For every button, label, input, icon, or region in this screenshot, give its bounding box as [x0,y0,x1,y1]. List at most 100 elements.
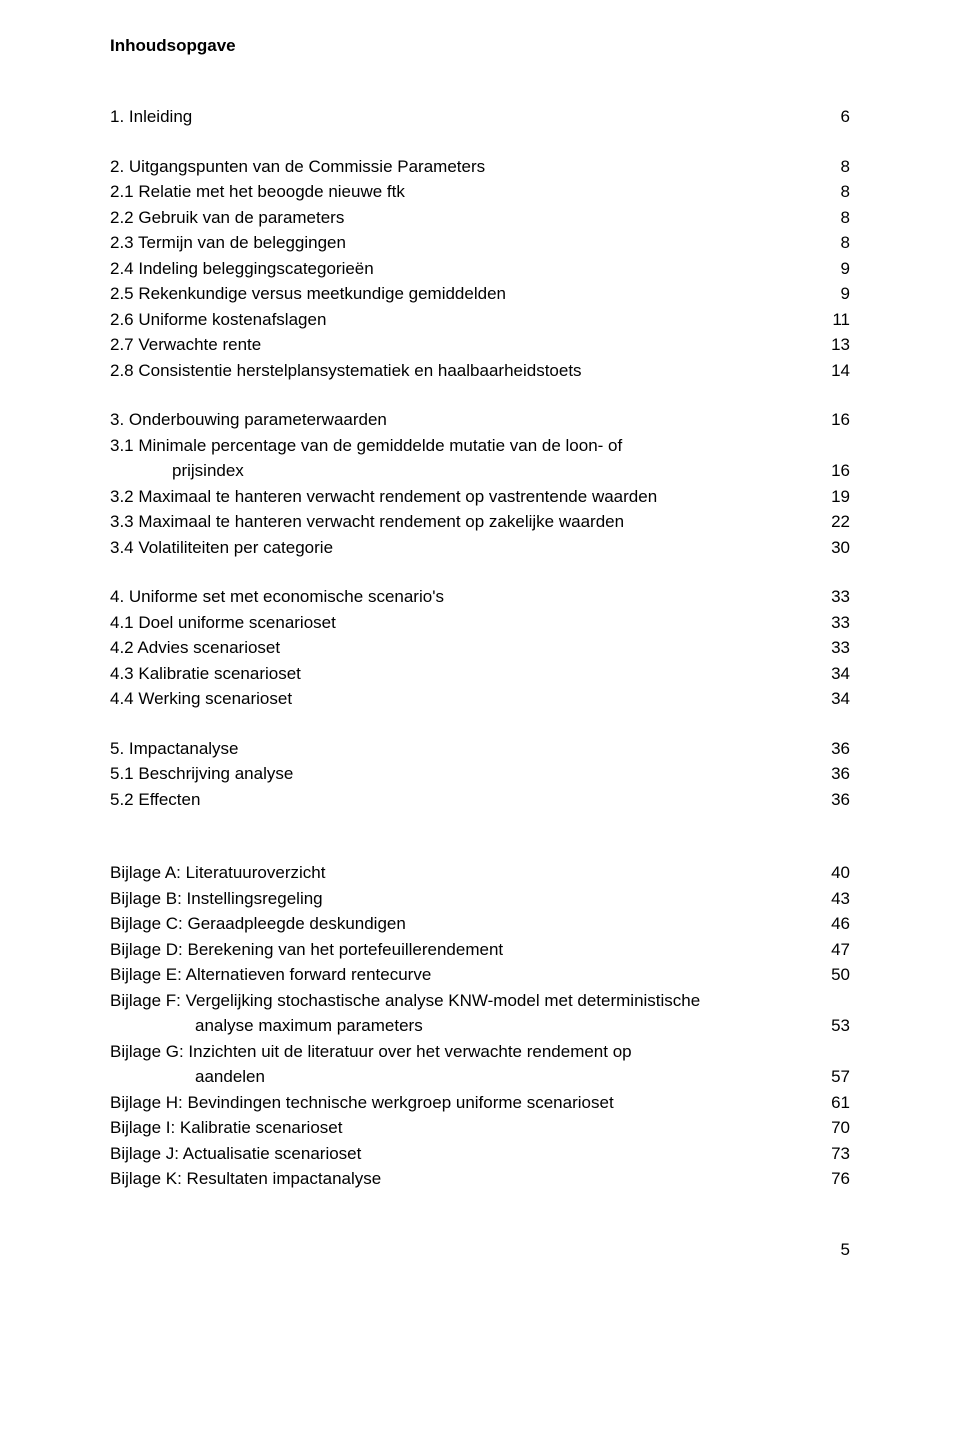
toc-entry: 3.2 Maximaal te hanteren verwacht rendem… [110,484,850,510]
toc-page: 61 [818,1090,850,1116]
toc-entry: 4. Uniforme set met economische scenario… [110,584,850,610]
toc-page: 11 [818,307,850,333]
toc-label: Bijlage C: Geraadpleegde deskundigen [110,911,818,937]
toc-label: 4.2 Advies scenarioset [110,635,818,661]
toc-entry: 4.1 Doel uniforme scenarioset 33 [110,610,850,636]
toc-label: 3.3 Maximaal te hanteren verwacht rendem… [110,509,818,535]
toc-entry: 2.6 Uniforme kostenafslagen 11 [110,307,850,333]
toc-page: 40 [818,860,850,886]
toc-entry: 4.2 Advies scenarioset 33 [110,635,850,661]
toc-label: Bijlage J: Actualisatie scenarioset [110,1141,818,1167]
toc-label: 5.1 Beschrijving analyse [110,761,818,787]
toc-entry: 2.3 Termijn van de beleggingen 8 [110,230,850,256]
toc-label: Bijlage G: Inzichten uit de literatuur o… [110,1039,850,1065]
toc-entry: Bijlage D: Berekening van het portefeuil… [110,937,850,963]
toc-label: 2.2 Gebruik van de parameters [110,205,818,231]
toc-page: 19 [818,484,850,510]
toc-label: Bijlage E: Alternatieven forward rentecu… [110,962,818,988]
toc-page: 57 [818,1064,850,1090]
toc-label: prijsindex [110,458,818,484]
toc-entry: 5.2 Effecten 36 [110,787,850,813]
toc-entry: 3.1 Minimale percentage van de gemiddeld… [110,433,850,459]
toc-label: 1. Inleiding [110,104,818,130]
toc-label: 2.5 Rekenkundige versus meetkundige gemi… [110,281,818,307]
toc-entry: Bijlage I: Kalibratie scenarioset 70 [110,1115,850,1141]
toc-page: 16 [818,458,850,484]
toc-entry: Bijlage F: Vergelijking stochastische an… [110,988,850,1014]
toc-entry: Bijlage J: Actualisatie scenarioset 73 [110,1141,850,1167]
toc-entry: 1. Inleiding 6 [110,104,850,130]
toc-label: aandelen [110,1064,818,1090]
toc-label: 4. Uniforme set met economische scenario… [110,584,818,610]
toc-label: Bijlage H: Bevindingen technische werkgr… [110,1090,818,1116]
toc-entry: Bijlage K: Resultaten impactanalyse 76 [110,1166,850,1192]
toc-page: 43 [818,886,850,912]
toc-label: 4.4 Werking scenarioset [110,686,818,712]
toc-page: 9 [818,281,850,307]
toc-entry-continued: prijsindex 16 [110,458,850,484]
toc-entry: 2.4 Indeling beleggingscategorieën 9 [110,256,850,282]
toc-entry: Bijlage A: Literatuuroverzicht 40 [110,860,850,886]
toc-entry: Bijlage B: Instellingsregeling 43 [110,886,850,912]
page-number: 5 [110,1240,850,1260]
toc-entry: 2.1 Relatie met het beoogde nieuwe ftk 8 [110,179,850,205]
toc-entry: Bijlage H: Bevindingen technische werkgr… [110,1090,850,1116]
toc-page: 36 [818,761,850,787]
toc-label: analyse maximum parameters [110,1013,818,1039]
toc-entry: 2. Uitgangspunten van de Commissie Param… [110,154,850,180]
toc-label: 2. Uitgangspunten van de Commissie Param… [110,154,818,180]
toc-label: 3.1 Minimale percentage van de gemiddeld… [110,433,850,459]
toc-label: Bijlage F: Vergelijking stochastische an… [110,988,850,1014]
toc-page: 6 [818,104,850,130]
toc-page: 70 [818,1115,850,1141]
toc-page: 50 [818,962,850,988]
toc-page: 13 [818,332,850,358]
toc-label: Bijlage A: Literatuuroverzicht [110,860,818,886]
toc-entry: 2.5 Rekenkundige versus meetkundige gemi… [110,281,850,307]
toc-page: 36 [818,787,850,813]
page-title: Inhoudsopgave [110,36,850,56]
toc-label: 2.1 Relatie met het beoogde nieuwe ftk [110,179,818,205]
toc-label: 2.4 Indeling beleggingscategorieën [110,256,818,282]
toc-label: 5.2 Effecten [110,787,818,813]
toc-page: 14 [818,358,850,384]
toc-page: 8 [818,154,850,180]
toc-page: 33 [818,635,850,661]
toc-entry: 3.3 Maximaal te hanteren verwacht rendem… [110,509,850,535]
toc-label: 2.8 Consistentie herstelplansystematiek … [110,358,818,384]
toc-page: 22 [818,509,850,535]
toc-page: 73 [818,1141,850,1167]
toc-label: Bijlage K: Resultaten impactanalyse [110,1166,818,1192]
toc-page: 46 [818,911,850,937]
toc-label: 4.1 Doel uniforme scenarioset [110,610,818,636]
toc-entry: 5.1 Beschrijving analyse 36 [110,761,850,787]
toc-entry: Bijlage E: Alternatieven forward rentecu… [110,962,850,988]
toc-page: 33 [818,584,850,610]
toc-label: 2.3 Termijn van de beleggingen [110,230,818,256]
toc-page: 8 [818,179,850,205]
toc-label: 3.2 Maximaal te hanteren verwacht rendem… [110,484,818,510]
toc-page: 16 [818,407,850,433]
toc-entry-continued: aandelen 57 [110,1064,850,1090]
toc-entry: Bijlage C: Geraadpleegde deskundigen 46 [110,911,850,937]
toc-page: 9 [818,256,850,282]
toc-entry: Bijlage G: Inzichten uit de literatuur o… [110,1039,850,1065]
toc-page: 34 [818,686,850,712]
toc-label: 3.4 Volatiliteiten per categorie [110,535,818,561]
toc-label: Bijlage B: Instellingsregeling [110,886,818,912]
toc-entry: 4.3 Kalibratie scenarioset 34 [110,661,850,687]
toc-page: 53 [818,1013,850,1039]
toc-label: Bijlage D: Berekening van het portefeuil… [110,937,818,963]
toc-page: 47 [818,937,850,963]
toc-page: 30 [818,535,850,561]
toc-entry: 2.2 Gebruik van de parameters 8 [110,205,850,231]
toc-page: 76 [818,1166,850,1192]
toc-page: 33 [818,610,850,636]
toc-page: 36 [818,736,850,762]
toc-entry-continued: analyse maximum parameters 53 [110,1013,850,1039]
toc-page: 8 [818,205,850,231]
toc-page: 8 [818,230,850,256]
toc-entry: 2.7 Verwachte rente 13 [110,332,850,358]
toc-label: 2.6 Uniforme kostenafslagen [110,307,818,333]
toc-label: 5. Impactanalyse [110,736,818,762]
